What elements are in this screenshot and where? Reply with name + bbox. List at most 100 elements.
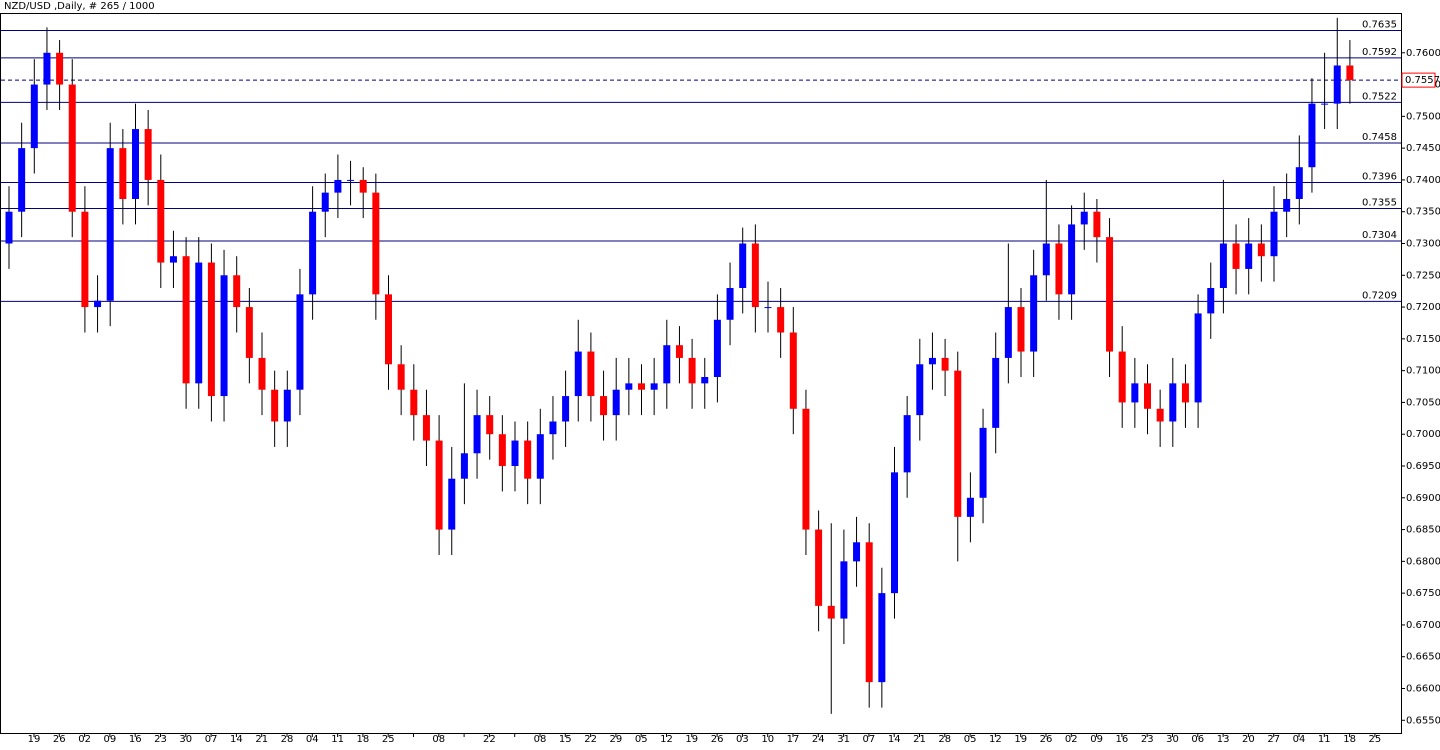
candle-body [638,383,645,390]
candle-body [562,396,570,422]
x-tick-label: 26 [711,734,724,745]
candle-body [524,440,532,479]
y-tick-label: 0.6850 [1406,525,1440,536]
candle-body [764,307,772,309]
x-tick-label: 05 [635,734,648,745]
y-tick-label: 0.6800 [1406,556,1440,567]
candle-body [612,389,620,416]
candle-body [460,453,468,479]
x-tick-label: 05 [964,734,977,745]
x-tick-label: 07 [863,734,876,745]
candle-body [1181,383,1189,403]
candle-body [941,357,949,371]
x-tick-label: 02 [78,734,91,745]
candle-body [321,192,329,212]
x-tick-label: 18 [1343,734,1356,745]
x-tick-label: 22 [584,734,597,745]
candle-body [600,396,608,416]
candle-body [587,351,595,397]
x-tick-label: 26 [1040,734,1053,745]
x-tick-label: 27 [1267,734,1280,745]
candle-body [422,415,430,441]
y-tick-label: 0.6950 [1406,461,1440,472]
candle-body [1219,243,1227,288]
x-tick-label: 12 [660,734,673,745]
candle-body [1283,198,1291,212]
y-tick-label: 0.7050 [1406,397,1440,408]
x-tick-label: 02 [1065,734,1078,745]
x-tick-label: 16 [129,734,142,745]
candle-body [1144,383,1151,409]
candle-body [5,211,13,244]
y-tick-label: 0.6700 [1406,620,1440,631]
candle-body [840,561,848,619]
x-tick-label: 06 [1191,734,1204,745]
y-tick-label: 0.6600 [1406,683,1440,694]
y-tick-label: 0.7500 [1406,111,1440,122]
candle-body [1270,211,1278,257]
x-tick-label: 12 [989,734,1002,745]
candle-body [486,415,494,435]
candle-body [789,332,797,409]
candle-body [979,427,987,498]
candle-body [777,307,785,333]
candle-body [43,52,51,85]
candle-body [169,256,177,263]
x-tick-label: 23 [154,734,167,745]
candle-body [751,243,759,308]
x-tick-label: 08 [432,734,445,745]
x-tick-label: 07 [205,734,218,745]
x-tick-label: 19 [28,734,41,745]
x-tick-label: 09 [104,734,117,745]
x-tick-label: 30 [179,734,192,745]
candle-body [625,383,633,390]
candle-body [132,129,139,199]
x-tick-label: 26 [53,734,66,745]
candle-body [1093,211,1101,238]
candle-body [549,421,557,435]
x-tick-label: 10 [761,734,774,745]
candle-body [1169,383,1177,422]
candle-body [688,357,696,384]
y-tick-label: 0.7400 [1406,175,1440,186]
x-tick-label: 08 [534,734,547,745]
x-tick-label: 24 [812,734,825,745]
y-tick-label: 0.6900 [1406,493,1440,504]
x-tick-label: 19 [1014,734,1027,745]
current-price-box [1401,72,1436,88]
candle-body [903,415,911,473]
candle-body [473,415,481,454]
candle-body [106,148,114,301]
x-tick-label: 16 [1116,734,1129,745]
candle-body [81,211,89,308]
x-tick-label: 11 [331,734,344,745]
x-tick-label: 22 [483,734,496,745]
candle-body [435,440,443,530]
candle-body [233,275,241,308]
level-label: 0.7458 [1362,132,1397,143]
candle-body [220,275,228,397]
candle-body [853,542,861,562]
candle-body [498,434,506,466]
x-tick-label: 20 [1242,734,1255,745]
candle-body [1245,243,1253,269]
x-tick-label: 11 [1318,734,1331,745]
y-tick-label: 0.6750 [1406,588,1440,599]
candle-body [701,376,709,384]
x-tick-label: 21 [913,734,926,745]
candle-body [1257,243,1265,257]
x-tick-label: 17 [787,734,800,745]
candle-body [157,179,165,263]
candle-body [1131,383,1139,403]
candle-body [1156,408,1164,422]
x-tick-label: 30 [1166,734,1179,745]
candle-body [30,84,38,149]
y-tick-label: 0.7100 [1406,366,1440,377]
x-tick-label: 14 [230,734,243,745]
candle-body [992,357,1000,428]
candle-body [865,542,873,683]
candle-body [359,179,367,193]
level-label: 0.7209 [1362,290,1397,301]
current-price-label: 0.7557 [1405,75,1440,86]
